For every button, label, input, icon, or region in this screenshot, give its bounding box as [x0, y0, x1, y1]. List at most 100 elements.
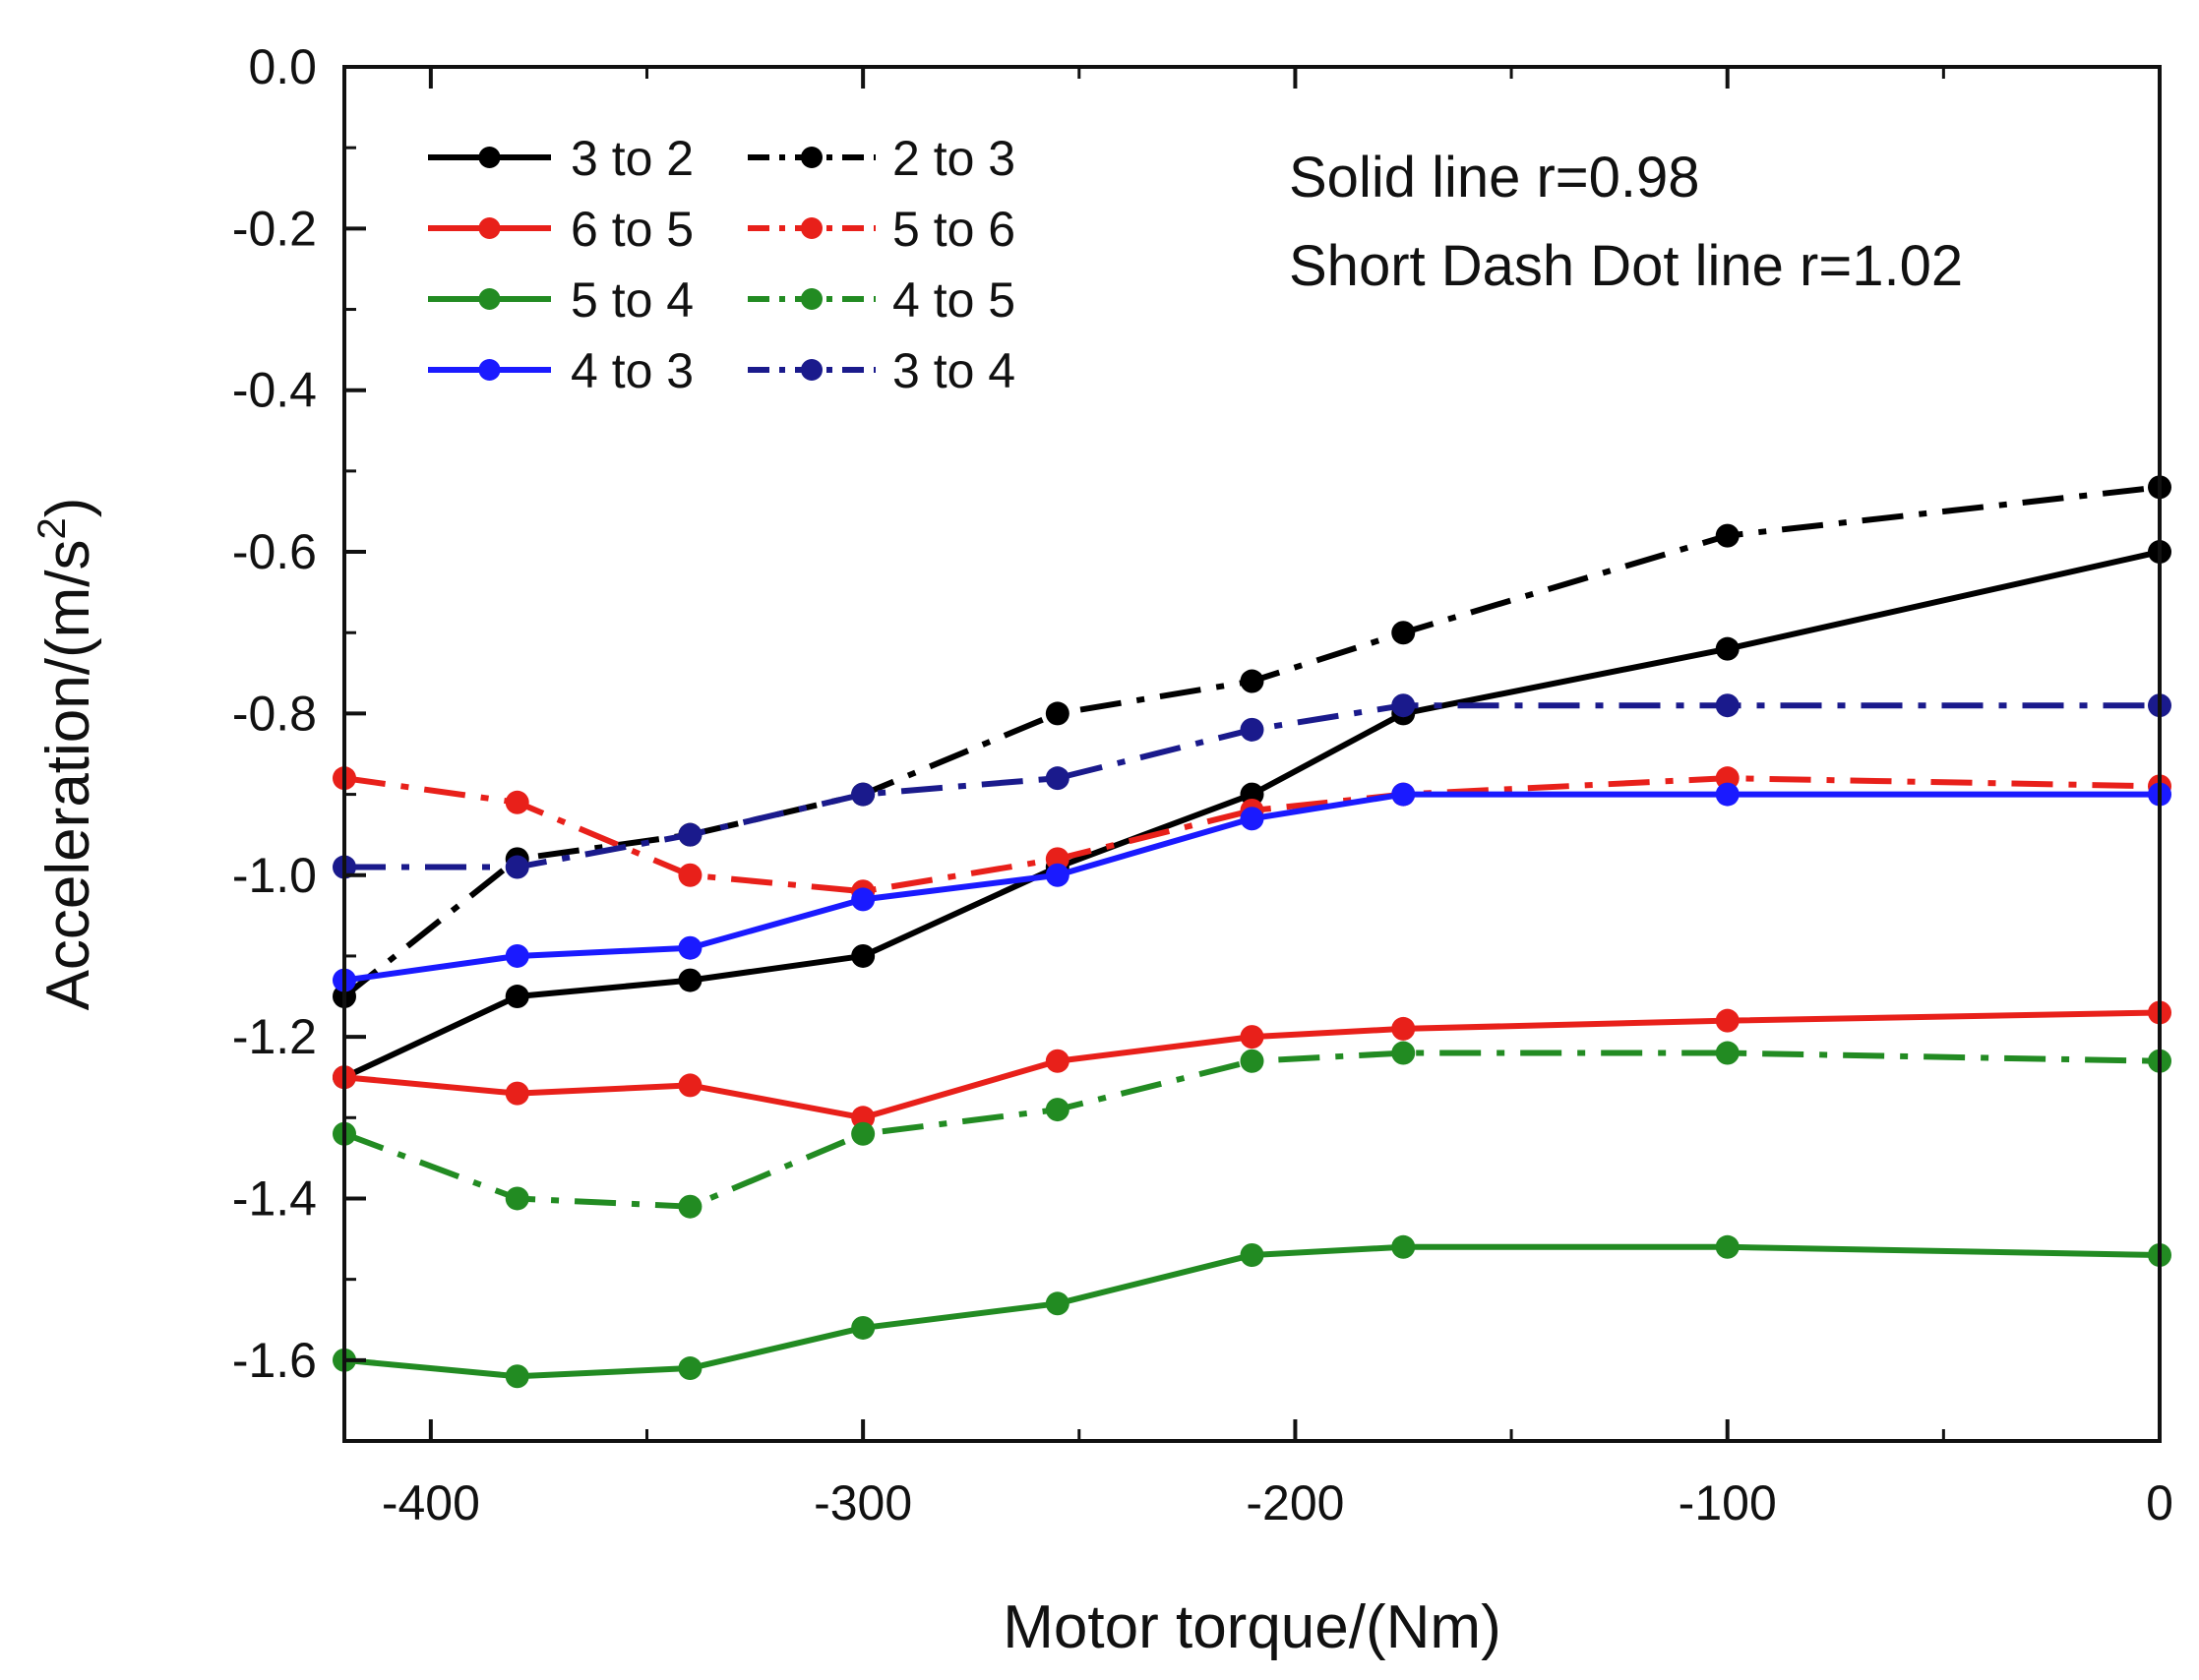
x-tick-label: -100 [1679, 1475, 1777, 1530]
annotation-dashdot-line: Short Dash Dot line r=1.02 [1289, 234, 1963, 298]
y-axis-title-superscript: 2 [31, 517, 74, 539]
legend-marker-4-to-3 [478, 359, 501, 381]
data-point-4-to-3 [1715, 782, 1740, 807]
data-point-3-to-2 [505, 985, 529, 1009]
series-layer [333, 475, 2171, 1389]
data-point-4-to-3 [678, 935, 702, 960]
y-tick-label: 0.0 [248, 39, 317, 94]
legend-label-3-to-4: 3 to 4 [892, 343, 1015, 398]
data-point-5-to-6 [678, 863, 702, 887]
y-tick-label: -0.6 [232, 524, 317, 579]
y-tick-label: -1.4 [232, 1170, 317, 1226]
y-tick-label: -0.4 [232, 363, 317, 418]
data-point-2-to-3 [1391, 621, 1416, 645]
axes: -400 -300 -200 -100 0 0.0 -0.2 -0.4 -0.6 -0.8 -1.0… [232, 39, 2173, 1530]
x-tick-label: -400 [382, 1475, 480, 1530]
data-point-4-to-3 [1240, 807, 1264, 831]
data-point-3-to-4 [678, 822, 702, 847]
y-tick-label: -0.8 [232, 686, 317, 741]
data-point-6-to-5 [1715, 1008, 1740, 1033]
data-point-4-to-5 [505, 1186, 529, 1211]
data-point-6-to-5 [1045, 1049, 1069, 1073]
data-point-5-to-4 [678, 1356, 702, 1381]
plot-frame [342, 65, 2162, 1443]
y-tick-label: -1.2 [232, 1009, 317, 1064]
y-tick-label: -0.2 [232, 201, 317, 256]
series-line-3-to-4 [344, 702, 2160, 870]
legend-label-4-to-3: 4 to 3 [571, 343, 694, 398]
y-axis-title-main: Acceleration/(m/s [34, 539, 102, 1010]
legend-item-6-to-5: 6 to 5 [428, 202, 694, 257]
data-point-5-to-4 [1240, 1242, 1264, 1267]
data-point-6-to-5 [678, 1073, 702, 1098]
y-tick-label: -1.0 [232, 848, 317, 903]
data-point-5-to-6 [1045, 847, 1069, 871]
data-point-2-to-3 [1045, 701, 1069, 726]
data-point-6-to-5 [505, 1081, 529, 1106]
data-point-4-to-3 [505, 943, 529, 968]
data-point-2-to-3 [1240, 669, 1264, 693]
data-point-3-to-4 [1715, 693, 1740, 718]
data-point-3-to-4 [1240, 717, 1264, 742]
data-point-4-to-5 [851, 1121, 876, 1146]
legend-item-3-to-2: 3 to 2 [428, 131, 694, 186]
data-point-3-to-2 [851, 943, 876, 968]
y-axis-title: Acceleration/(m/s2) [31, 498, 102, 1011]
data-point-3-to-2 [678, 968, 702, 992]
data-point-6-to-5 [1240, 1025, 1264, 1050]
legend-marker-6-to-5 [478, 217, 501, 239]
data-point-5-to-4 [851, 1315, 876, 1340]
data-point-5-to-6 [1715, 766, 1740, 791]
y-tick-label: -1.6 [232, 1333, 317, 1388]
legend-label-5-to-6: 5 to 6 [892, 202, 1015, 257]
legend-label-3-to-2: 3 to 2 [571, 131, 694, 186]
data-point-3-to-4 [1391, 693, 1416, 718]
legend-marker-4-to-5 [801, 288, 823, 310]
data-point-4-to-3 [1045, 863, 1069, 887]
series-3-to-4 [333, 693, 2171, 879]
legend-item-4-to-5: 4 to 5 [748, 272, 1015, 328]
x-axis-title: Motor torque/(Nm) [1003, 1593, 1500, 1661]
legend-marker-3-to-2 [478, 147, 501, 168]
data-point-3-to-2 [1240, 782, 1264, 807]
legend-item-3-to-4: 3 to 4 [748, 343, 1015, 398]
x-tick-label: 0 [2146, 1475, 2173, 1530]
data-point-3-to-4 [505, 855, 529, 879]
data-point-5-to-4 [505, 1364, 529, 1389]
data-point-6-to-5 [851, 1106, 876, 1130]
legend-item-5-to-4: 5 to 4 [428, 272, 694, 328]
legend-marker-2-to-3 [801, 147, 823, 168]
data-point-4-to-3 [851, 887, 876, 912]
data-point-3-to-2 [1715, 636, 1740, 661]
legend-item-4-to-3: 4 to 3 [428, 343, 694, 398]
data-point-4-to-5 [1240, 1049, 1264, 1073]
legend-marker-5-to-6 [801, 217, 823, 239]
data-point-5-to-4 [1391, 1234, 1416, 1259]
data-point-5-to-4 [1045, 1291, 1069, 1316]
legend-item-2-to-3: 2 to 3 [748, 131, 1015, 186]
x-tick-label: -300 [814, 1475, 912, 1530]
data-point-4-to-5 [678, 1194, 702, 1219]
data-point-2-to-3 [1715, 523, 1740, 548]
series-4-to-3 [333, 782, 2171, 992]
data-point-6-to-5 [1391, 1016, 1416, 1041]
series-5-to-4 [333, 1234, 2171, 1389]
legend-label-5-to-4: 5 to 4 [571, 272, 694, 328]
data-point-4-to-5 [1391, 1041, 1416, 1065]
data-point-5-to-4 [1715, 1234, 1740, 1259]
y-axis-title-close: ) [34, 498, 102, 518]
legend-marker-5-to-4 [478, 288, 501, 310]
data-point-3-to-4 [851, 782, 876, 807]
series-line-4-to-5 [342, 1050, 2161, 1210]
series-4-to-5 [333, 1041, 2171, 1219]
data-point-5-to-6 [505, 790, 529, 814]
data-point-4-to-5 [1045, 1098, 1069, 1122]
data-point-4-to-3 [1391, 782, 1416, 807]
data-point-3-to-4 [1045, 766, 1069, 791]
legend-item-5-to-6: 5 to 6 [748, 202, 1015, 257]
legend-label-2-to-3: 2 to 3 [892, 131, 1015, 186]
legend-label-4-to-5: 4 to 5 [892, 272, 1015, 328]
legend-marker-3-to-4 [801, 359, 823, 381]
series-line-2-to-3 [342, 484, 2161, 999]
